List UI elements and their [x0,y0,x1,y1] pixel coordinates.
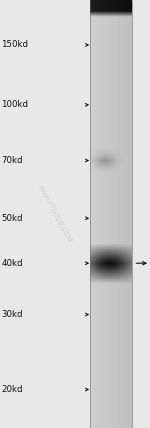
Text: www.PTG3LB.COM: www.PTG3LB.COM [36,184,72,244]
Text: 50kd: 50kd [2,214,23,223]
Text: 40kd: 40kd [2,259,23,268]
Text: 70kd: 70kd [2,156,23,165]
Text: 30kd: 30kd [2,310,23,319]
Text: 100kd: 100kd [2,100,28,110]
Text: 20kd: 20kd [2,385,23,394]
Text: 150kd: 150kd [2,40,28,50]
